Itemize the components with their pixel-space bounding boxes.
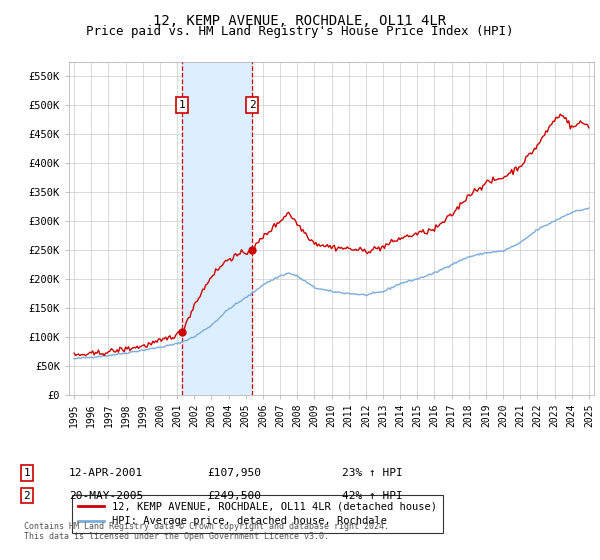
Text: 42% ↑ HPI: 42% ↑ HPI (342, 491, 403, 501)
Text: Contains HM Land Registry data © Crown copyright and database right 2024.
This d: Contains HM Land Registry data © Crown c… (24, 522, 389, 542)
Text: 1: 1 (179, 100, 185, 110)
Text: 2: 2 (249, 100, 256, 110)
Bar (182, 62, 252, 395)
Text: 1: 1 (23, 468, 31, 478)
Text: 2: 2 (23, 491, 31, 501)
Legend: 12, KEMP AVENUE, ROCHDALE, OL11 4LR (detached house), HPI: Average price, detach: 12, KEMP AVENUE, ROCHDALE, OL11 4LR (det… (71, 495, 443, 533)
Text: 23% ↑ HPI: 23% ↑ HPI (342, 468, 403, 478)
Text: 12-APR-2001: 12-APR-2001 (69, 468, 143, 478)
Text: 20-MAY-2005: 20-MAY-2005 (69, 491, 143, 501)
Text: £249,500: £249,500 (207, 491, 261, 501)
Text: Price paid vs. HM Land Registry's House Price Index (HPI): Price paid vs. HM Land Registry's House … (86, 25, 514, 38)
Text: £107,950: £107,950 (207, 468, 261, 478)
Text: 12, KEMP AVENUE, ROCHDALE, OL11 4LR: 12, KEMP AVENUE, ROCHDALE, OL11 4LR (154, 14, 446, 28)
